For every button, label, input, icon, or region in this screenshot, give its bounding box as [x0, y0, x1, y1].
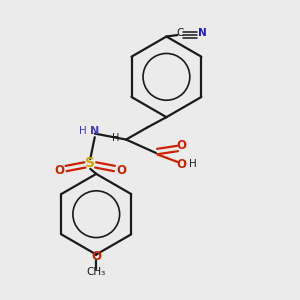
Text: O: O: [176, 139, 186, 152]
Text: H: H: [189, 159, 197, 169]
Text: O: O: [176, 158, 186, 170]
Text: S: S: [85, 156, 95, 170]
Text: N: N: [198, 28, 207, 38]
Text: O: O: [55, 164, 64, 177]
Text: CH₃: CH₃: [87, 267, 106, 278]
Text: O: O: [116, 164, 126, 177]
Text: N: N: [90, 126, 99, 136]
Text: H: H: [79, 126, 87, 136]
Text: H: H: [112, 133, 119, 143]
Text: C: C: [176, 28, 184, 38]
Text: O: O: [91, 250, 101, 262]
